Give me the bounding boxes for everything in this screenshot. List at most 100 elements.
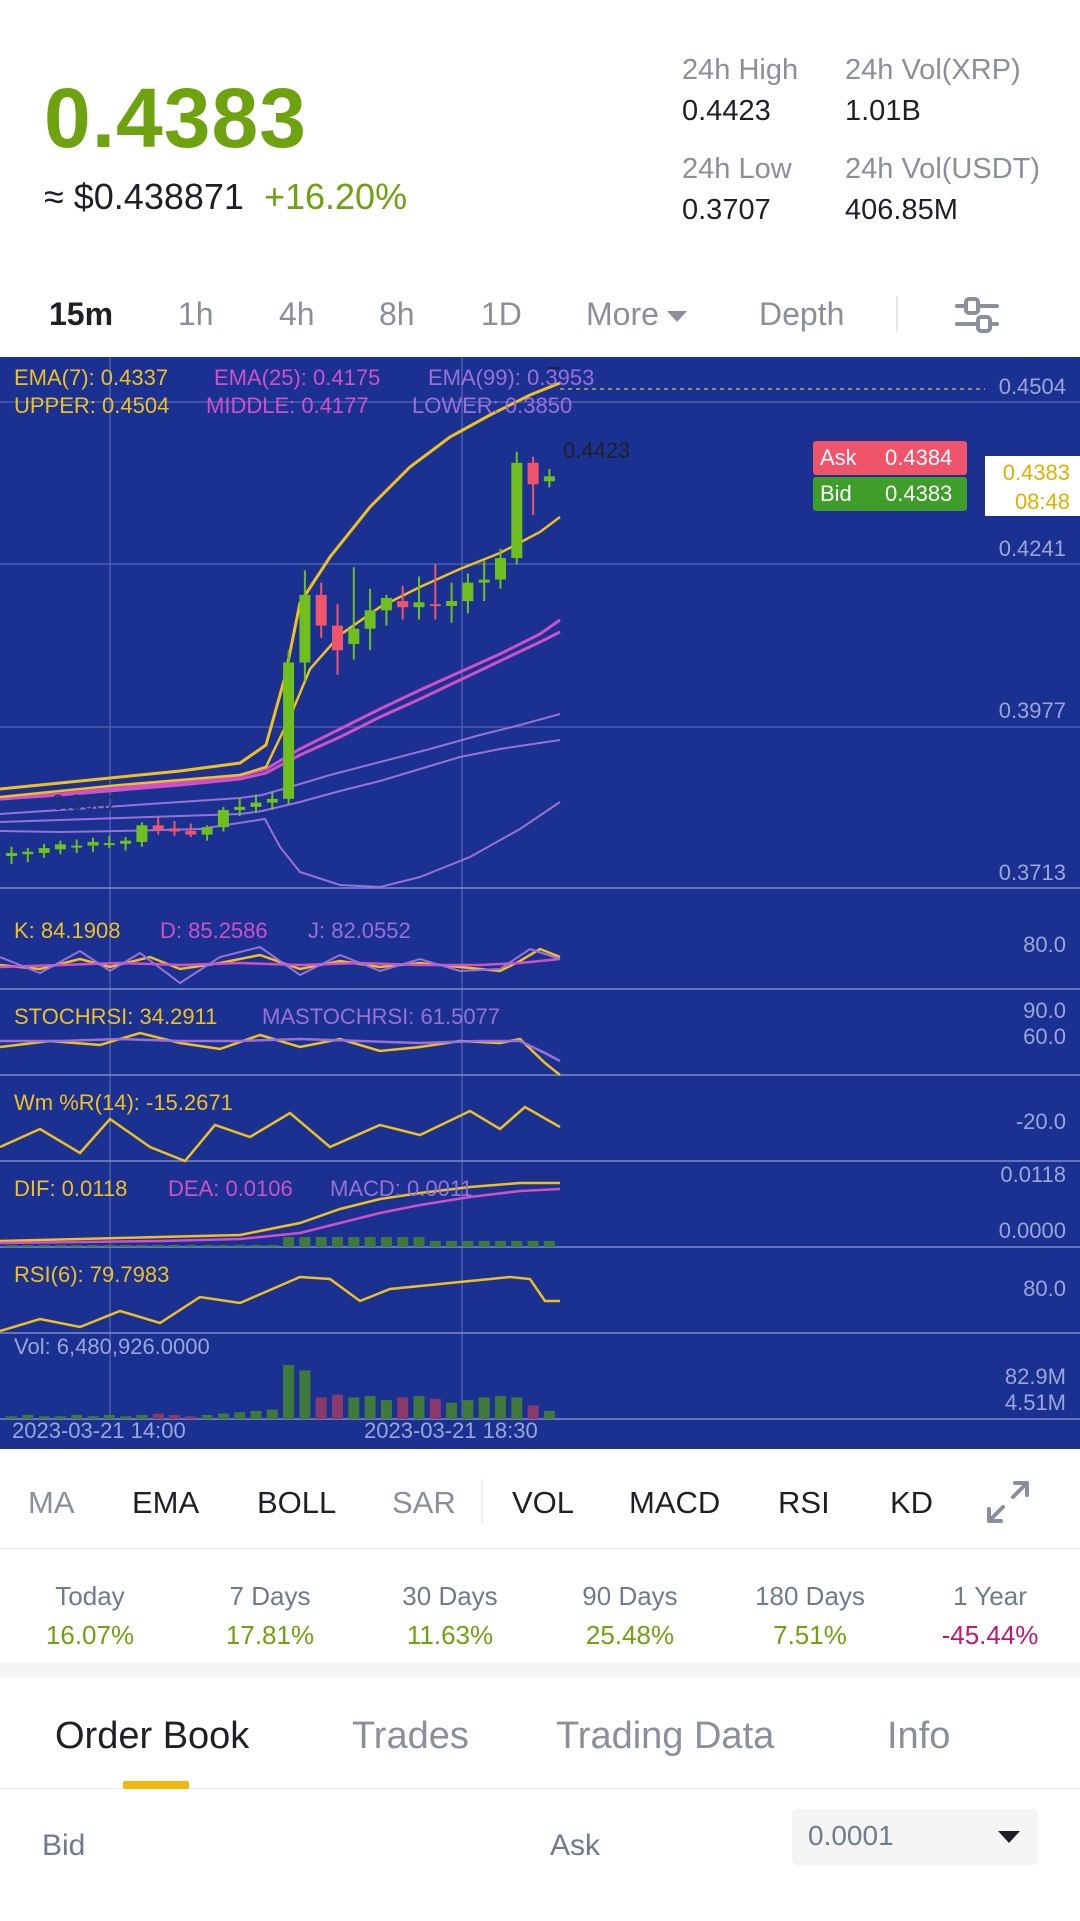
volume-bar — [169, 1414, 180, 1419]
wr-axis-label: -20.0 — [1015, 1109, 1066, 1134]
stat-24h-high: 24h High 0.4423 — [682, 54, 798, 128]
boll-lower-label: LOWER: 0.3850 — [412, 393, 573, 418]
tab-more[interactable]: More — [586, 296, 687, 333]
volume-bar — [527, 1405, 539, 1419]
volume-bar — [38, 1416, 50, 1419]
volume-bar — [511, 1397, 523, 1419]
tab-4h[interactable]: 4h — [279, 296, 315, 332]
macd-bar — [87, 1245, 99, 1247]
volume-bar — [152, 1413, 164, 1419]
boll-middle-label: MIDDLE: 0.4177 — [206, 393, 369, 418]
perf-value: 16.07% — [45, 1620, 135, 1650]
tab-8h[interactable]: 8h — [379, 296, 415, 332]
volume-bar — [120, 1416, 132, 1419]
perf-label: Today — [55, 1581, 125, 1611]
candle-body — [71, 845, 83, 848]
tab-1d[interactable]: 1D — [481, 296, 522, 332]
indicator-vol[interactable]: VOL — [512, 1485, 575, 1520]
candle-body — [201, 827, 213, 835]
candle-body — [38, 848, 50, 853]
chart-canvas — [0, 357, 1080, 1420]
tab-trading-data[interactable]: Trading Data — [556, 1715, 775, 1757]
tab-trades[interactable]: Trades — [352, 1715, 469, 1757]
macd-bar — [54, 1245, 66, 1247]
candle-body — [87, 841, 99, 846]
volume-bar — [462, 1400, 474, 1419]
macd-bar — [380, 1237, 392, 1247]
bid-price-tag: Bid 0.4383 — [813, 477, 967, 511]
candle-body — [152, 825, 164, 830]
macd-bar — [543, 1241, 555, 1247]
macd-bar — [71, 1245, 83, 1247]
stat-value: 406.85M — [845, 194, 958, 226]
tab-depth[interactable]: Depth — [759, 296, 845, 332]
macd-bar — [364, 1237, 376, 1247]
candle-body — [478, 579, 490, 583]
ema7-line — [0, 381, 561, 791]
vol-axis-top: 82.9M — [1004, 1364, 1066, 1389]
macd-bar — [152, 1245, 164, 1247]
indicator-boll[interactable]: BOLL — [257, 1485, 337, 1520]
candle-body — [495, 558, 506, 580]
tab-15m[interactable]: 15m — [49, 296, 114, 332]
section-gap — [0, 1663, 1080, 1677]
volume-bar — [234, 1412, 246, 1419]
tab-order-book[interactable]: Order Book — [55, 1715, 250, 1757]
bid-label: Bid — [820, 481, 852, 506]
volume-bar — [397, 1397, 409, 1419]
ema99-label: EMA(99): 0.3953 — [428, 365, 595, 390]
volume-bar — [6, 1416, 17, 1419]
volume-bar — [283, 1365, 295, 1419]
time-axis-label: 2023-03-21 14:00 — [12, 1418, 186, 1443]
boll-signal-line — [0, 516, 561, 799]
macd-bar — [332, 1237, 343, 1247]
indicator-ema[interactable]: EMA — [132, 1485, 200, 1520]
perf-value: 25.48% — [585, 1620, 675, 1650]
ema7-label: EMA(7): 0.4337 — [14, 365, 169, 390]
fullscreen-expand-icon[interactable] — [985, 1479, 1031, 1525]
candle-body — [283, 662, 295, 799]
price-chart[interactable]: EMA(7): 0.4337 EMA(25): 0.4175 EMA(99): … — [0, 357, 1080, 1449]
indicator-ma[interactable]: MA — [28, 1485, 75, 1520]
tab-info[interactable]: Info — [887, 1715, 951, 1757]
perf-label: 90 Days — [582, 1581, 678, 1611]
perf-today: Today 16.07% — [10, 1581, 170, 1651]
mastochrsi-label: MASTOCHRSI: 61.5077 — [262, 1004, 501, 1029]
perf-label: 1 Year — [953, 1581, 1027, 1611]
dea-label: DEA: 0.0106 — [168, 1176, 293, 1201]
volume-bar — [185, 1416, 197, 1419]
candle-body — [429, 604, 441, 607]
indicator-rsi[interactable]: RSI — [778, 1485, 830, 1520]
tab-1h[interactable]: 1h — [178, 296, 214, 332]
caret-down-icon — [666, 311, 687, 323]
stat-value: 1.01B — [845, 95, 921, 127]
stat-value: 0.4423 — [682, 95, 771, 127]
order-book-ask-label: Ask — [550, 1829, 601, 1862]
candle-body — [217, 809, 229, 828]
macd-bar — [22, 1245, 34, 1247]
indicator-kd[interactable]: KD — [890, 1485, 934, 1520]
interval-tabs: 15m 1h 4h 8h 1D More Depth — [0, 282, 1080, 358]
ema25-line — [0, 618, 561, 801]
indicator-macd[interactable]: MACD — [629, 1485, 721, 1520]
macd-bar — [511, 1241, 523, 1247]
stat-label: 24h Vol(USDT) — [845, 153, 1041, 185]
precision-select[interactable]: 0.0001 — [792, 1809, 1038, 1865]
candle-body — [136, 825, 148, 842]
stat-value: 0.3707 — [682, 194, 771, 226]
fiat-price: ≈ $0.438871 — [44, 176, 244, 217]
rsi-line — [0, 1275, 560, 1333]
perf-value: 7.51% — [773, 1620, 847, 1650]
chart-settings-icon[interactable] — [954, 292, 1000, 338]
wr-line — [0, 1105, 561, 1163]
candle-body — [54, 844, 66, 850]
candle-body — [185, 830, 197, 835]
indicator-sar[interactable]: SAR — [392, 1485, 456, 1520]
macd-bar — [185, 1245, 197, 1247]
candles — [6, 451, 555, 865]
stochrsi-axis-top: 90.0 — [1023, 998, 1066, 1023]
volume-bar — [413, 1396, 425, 1419]
volume-bars — [6, 1365, 555, 1419]
candle-body — [120, 840, 132, 844]
volume-bar — [299, 1370, 311, 1419]
